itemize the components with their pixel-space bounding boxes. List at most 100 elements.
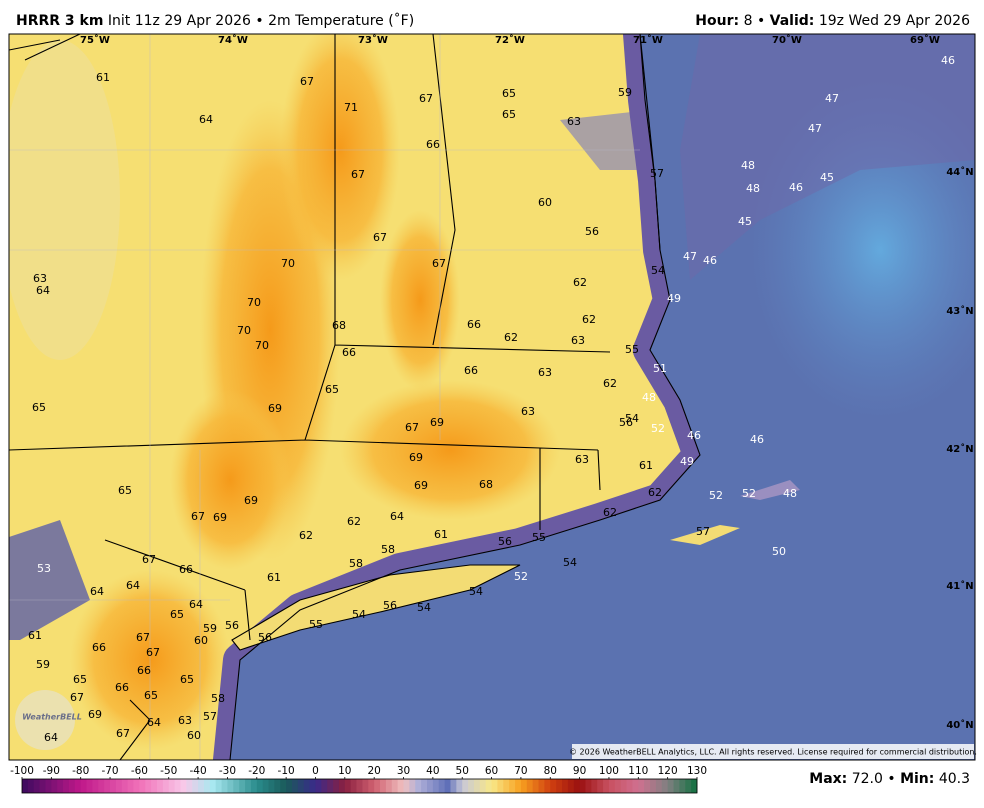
station-temperature: 68 [332, 319, 346, 332]
colorbar-swatch [51, 779, 58, 793]
station-temperature: 62 [573, 276, 587, 289]
colorbar-tick-label: -90 [43, 765, 60, 777]
station-temperature: 54 [352, 608, 366, 621]
colorbar-tick-label: 80 [544, 765, 557, 777]
colorbar-tick-label: 40 [426, 765, 439, 777]
longitude-label: 73˚W [358, 34, 388, 46]
min-value: 40.3 [939, 771, 970, 787]
colorbar-swatch [409, 779, 416, 793]
colorbar-swatch [667, 779, 674, 793]
station-temperature: 62 [648, 486, 662, 499]
colorbar-swatch [456, 779, 463, 793]
longitude-label: 71˚W [633, 34, 663, 46]
colorbar-swatch [203, 779, 211, 793]
station-temperature: 56 [498, 535, 512, 548]
station-temperature: 65 [32, 401, 46, 414]
valid-label: Valid: [770, 13, 815, 29]
colorbar-swatch [139, 779, 146, 793]
colorbar-swatch [174, 779, 181, 793]
colorbar-swatch [567, 779, 575, 793]
station-temperature: 62 [299, 529, 313, 542]
station-temperature: 66 [464, 364, 478, 377]
station-temperature: 48 [746, 182, 760, 195]
colorbar-swatch [556, 779, 563, 793]
station-temperature: 52 [709, 489, 723, 502]
station-temperature: 64 [147, 716, 161, 729]
station-temperature: 52 [651, 422, 665, 435]
colorbar-swatch [374, 779, 381, 793]
station-temperature: 45 [738, 215, 752, 228]
colorbar-swatch [33, 779, 41, 793]
colorbar-swatch [391, 779, 399, 793]
map-frame [8, 33, 976, 761]
station-temperature: 56 [383, 599, 397, 612]
colorbar-swatch [626, 779, 633, 793]
station-temperature: 55 [532, 531, 546, 544]
station-temperature: 59 [618, 86, 632, 99]
colorbar-swatch [297, 779, 305, 793]
station-temperature: 57 [696, 525, 710, 538]
station-temperature: 48 [783, 487, 797, 500]
max-label: Max: [809, 771, 847, 787]
colorbar-swatch [585, 779, 592, 793]
station-temperature: 65 [325, 383, 339, 396]
colorbar-swatch [368, 779, 375, 793]
colorbar-swatch [256, 779, 264, 793]
colorbar-tick-label: -80 [72, 765, 89, 777]
colorbar-swatch [573, 779, 581, 793]
station-temperature: 46 [789, 181, 803, 194]
station-temperature: 67 [373, 231, 387, 244]
colorbar-swatch [115, 779, 123, 793]
station-temperature: 69 [430, 416, 444, 429]
colorbar-swatch [327, 779, 334, 793]
station-temperature: 66 [426, 138, 440, 151]
station-temperature: 56 [585, 225, 599, 238]
colorbar-tick-label: 20 [367, 765, 380, 777]
colorbar-swatch [444, 779, 451, 793]
station-temperature: 49 [667, 292, 681, 305]
station-temperature: 54 [417, 601, 431, 614]
station-temperature: 71 [344, 101, 358, 114]
colorbar-tick-label: 70 [514, 765, 527, 777]
station-temperature: 62 [347, 515, 361, 528]
colorbar-swatch [479, 779, 487, 793]
colorbar-swatch [292, 779, 299, 793]
station-temperature: 61 [267, 571, 281, 584]
colorbar-swatch [644, 779, 651, 793]
colorbar-swatch [450, 779, 457, 793]
station-temperature: 70 [255, 339, 269, 352]
station-temperature: 46 [703, 254, 717, 267]
station-temperature: 58 [349, 557, 363, 570]
station-temperature: 66 [92, 641, 106, 654]
colorbar-swatch [562, 779, 569, 793]
colorbar-swatch [321, 779, 328, 793]
colorbar-swatch [638, 779, 645, 793]
station-temperature: 59 [203, 622, 217, 635]
colorbar-swatch [691, 779, 698, 793]
station-temperature: 65 [502, 108, 516, 121]
colorbar-frame [21, 778, 698, 794]
min-label: Min: [900, 771, 934, 787]
colorbar-swatch [673, 779, 680, 793]
station-temperature: 48 [741, 159, 755, 172]
copyright: © 2026 WeatherBELL Analytics, LLC. All r… [569, 748, 977, 757]
colorbar-swatch [485, 779, 492, 793]
station-temperature: 61 [96, 71, 110, 84]
colorbar-swatch [350, 779, 357, 793]
colorbar-swatch [303, 779, 311, 793]
header-right: Hour: 8 • Valid: 19z Wed 29 Apr 2026 [695, 13, 970, 29]
station-temperature: 64 [390, 510, 404, 523]
station-temperature: 62 [582, 313, 596, 326]
colorbar-swatch [157, 779, 164, 793]
colorbar-swatch [22, 779, 29, 793]
colorbar-swatch [39, 779, 46, 793]
station-temperature: 63 [33, 272, 47, 285]
colorbar-swatch [608, 779, 616, 793]
colorbar-swatch [274, 779, 281, 793]
colorbar-swatch [473, 779, 481, 793]
colorbar-tick-label: 0 [312, 765, 319, 777]
colorbar-swatch [280, 779, 287, 793]
station-temperature: 63 [575, 453, 589, 466]
colorbar-swatch [344, 779, 352, 793]
colorbar-swatch [532, 779, 539, 793]
